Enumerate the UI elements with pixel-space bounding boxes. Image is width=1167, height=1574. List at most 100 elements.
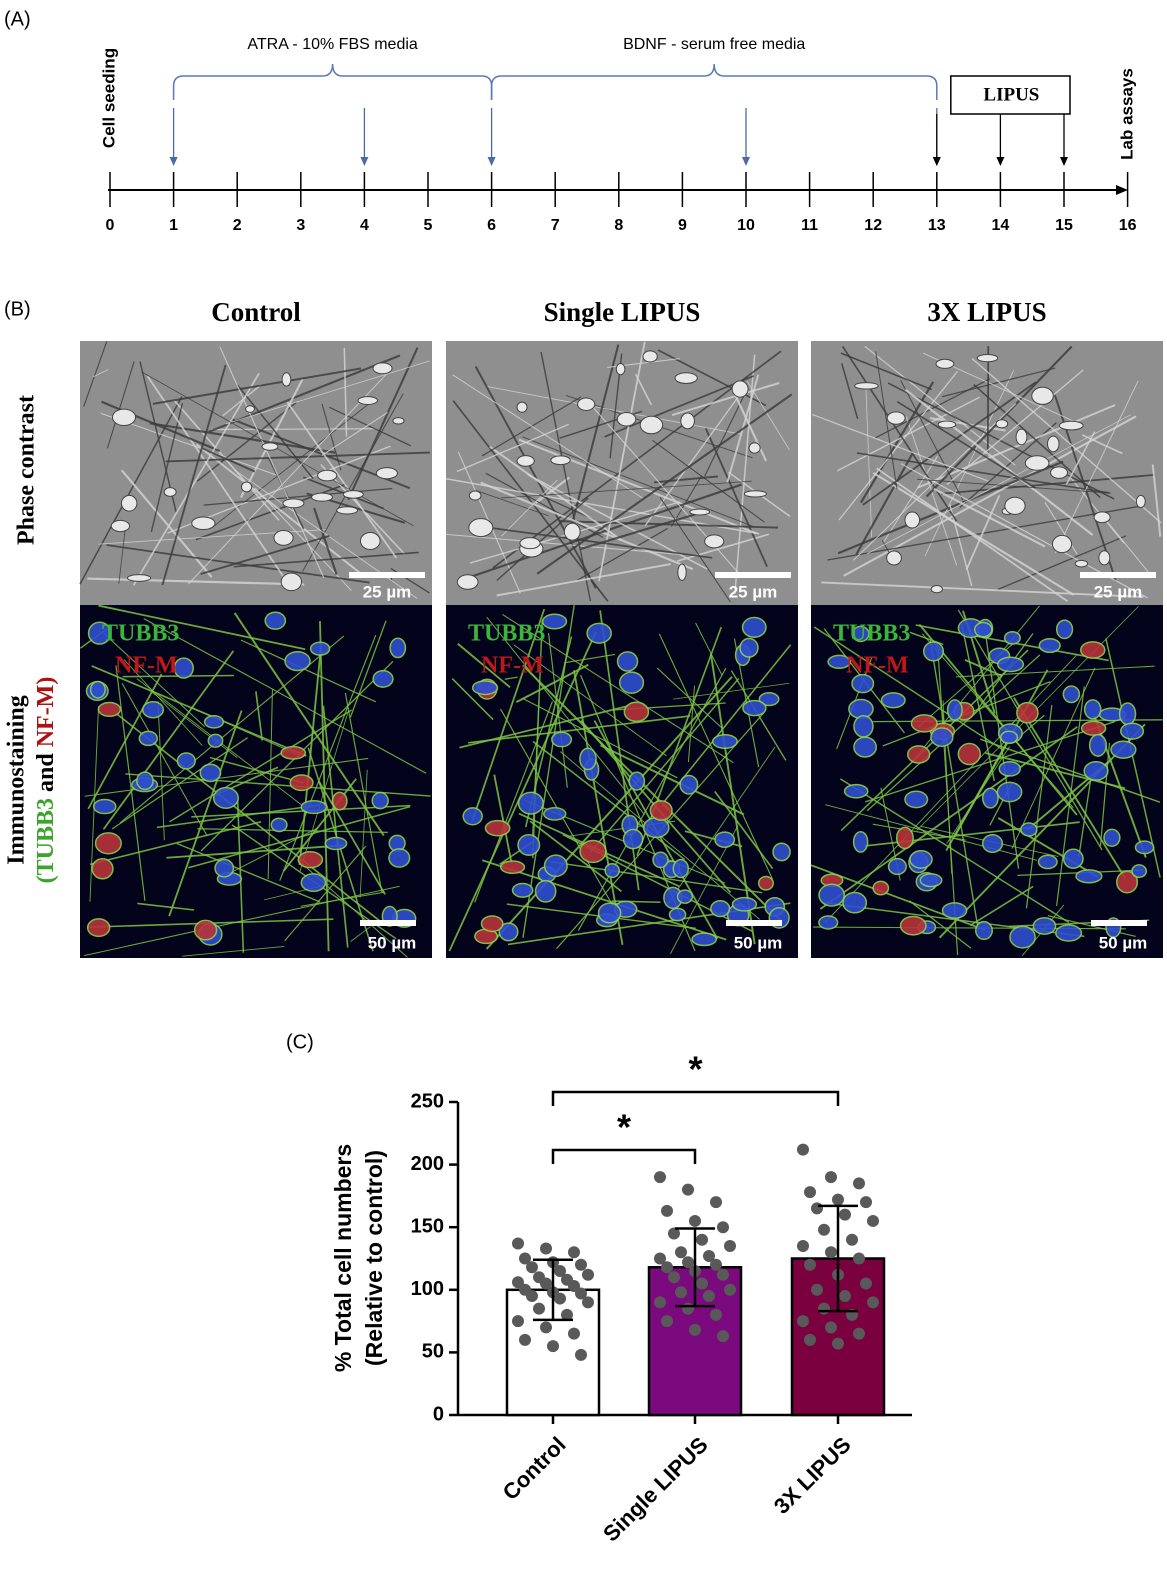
nucleus xyxy=(605,864,619,878)
scale-bar-label: 50 µm xyxy=(734,933,783,952)
nucleus xyxy=(389,849,410,867)
scale-bar xyxy=(1091,920,1147,926)
y-tick-label: 200 xyxy=(411,1153,444,1175)
nucleus xyxy=(390,638,405,657)
data-point xyxy=(675,1286,687,1298)
nucleus xyxy=(200,764,220,781)
event-arrowhead xyxy=(360,157,368,166)
cell-body xyxy=(1052,535,1071,552)
cell-body xyxy=(578,398,595,410)
nucleus xyxy=(518,835,539,856)
x-tick-label: Single LIPUS xyxy=(598,1432,712,1546)
nucleus xyxy=(854,737,876,757)
data-point xyxy=(797,1144,809,1156)
cell-body xyxy=(164,488,176,497)
nucleus xyxy=(624,829,643,848)
scale-bar-label: 50 µm xyxy=(1099,933,1148,952)
nucleus xyxy=(983,788,998,808)
nucleus xyxy=(482,916,503,931)
nucleus xyxy=(587,623,611,643)
cell-body xyxy=(1075,560,1088,567)
nucleus xyxy=(897,827,913,848)
start-label: Cell seeding xyxy=(99,48,118,148)
nucleus xyxy=(1001,731,1018,743)
nucleus xyxy=(301,801,326,814)
day-label: 10 xyxy=(737,217,755,234)
nucleus xyxy=(900,916,925,934)
data-point xyxy=(853,1177,865,1189)
nucleus xyxy=(1038,855,1057,868)
nucleus xyxy=(92,859,113,879)
stain-label: TUBB3 xyxy=(833,621,910,647)
x-tick-label: 3X LIPUS xyxy=(769,1432,856,1519)
nucleus xyxy=(1135,841,1153,853)
nucleus xyxy=(920,874,941,887)
data-point xyxy=(696,1278,708,1290)
cell-body xyxy=(1016,429,1027,445)
data-point xyxy=(682,1303,694,1315)
day-label: 6 xyxy=(487,217,496,234)
day-label: 0 xyxy=(106,217,115,234)
nucleus xyxy=(1121,723,1144,739)
nucleus xyxy=(519,792,543,814)
nucleus xyxy=(976,922,992,940)
nucleus xyxy=(373,671,393,687)
nucleus xyxy=(999,762,1020,776)
cell-body xyxy=(358,397,378,405)
cell-body xyxy=(469,519,493,537)
nucleus xyxy=(139,731,157,745)
nucleus xyxy=(975,623,992,637)
cell-body xyxy=(1094,512,1110,523)
neurite xyxy=(211,429,375,430)
cell-body xyxy=(616,364,625,375)
nucleus xyxy=(1033,918,1055,934)
nucleus xyxy=(620,672,644,693)
nucleus xyxy=(845,785,868,798)
data-point xyxy=(568,1328,580,1340)
nucleus xyxy=(98,702,120,716)
cell-body xyxy=(732,381,748,397)
nucleus xyxy=(910,851,932,868)
data-point xyxy=(575,1259,587,1271)
cell-body xyxy=(520,538,540,549)
nucleus xyxy=(552,732,572,746)
cell-body xyxy=(457,575,478,590)
x-tick-label: Control xyxy=(498,1432,571,1505)
nucleus xyxy=(1064,849,1083,868)
cell-body xyxy=(1051,467,1068,479)
cell-body xyxy=(905,512,920,528)
timeline-arrowhead xyxy=(1116,185,1128,195)
y-axis-label: (Relative to control) xyxy=(361,1150,387,1366)
column-title: Single LIPUS xyxy=(544,297,701,327)
nucleus xyxy=(1111,741,1136,758)
nucleus xyxy=(599,903,621,923)
cell-body xyxy=(121,495,136,511)
nucleus xyxy=(215,860,233,877)
data-point xyxy=(554,1293,566,1305)
nucleus xyxy=(732,898,756,911)
scale-bar-label: 25 µm xyxy=(1094,582,1143,601)
cell-body xyxy=(360,533,380,550)
day-label: 1 xyxy=(169,217,178,234)
cell-body xyxy=(192,517,215,530)
scale-bar xyxy=(349,572,425,578)
data-point xyxy=(717,1269,729,1281)
panel-label: (A) xyxy=(4,8,31,30)
data-point xyxy=(811,1284,823,1296)
data-point xyxy=(682,1184,694,1196)
cell-body xyxy=(469,491,481,500)
data-point xyxy=(846,1234,858,1246)
cell-body xyxy=(977,354,998,361)
cell-body xyxy=(373,363,392,374)
nucleus xyxy=(536,881,556,902)
y-tick-label: 0 xyxy=(433,1403,444,1425)
day-label: 12 xyxy=(864,217,882,234)
row-label: (TUBB3 and NF-M) xyxy=(33,677,59,884)
data-point xyxy=(867,1296,879,1308)
scale-bar xyxy=(360,920,416,926)
nucleus xyxy=(208,734,222,747)
y-axis-label: % Total cell numbers xyxy=(330,1144,356,1372)
data-point xyxy=(568,1246,580,1258)
